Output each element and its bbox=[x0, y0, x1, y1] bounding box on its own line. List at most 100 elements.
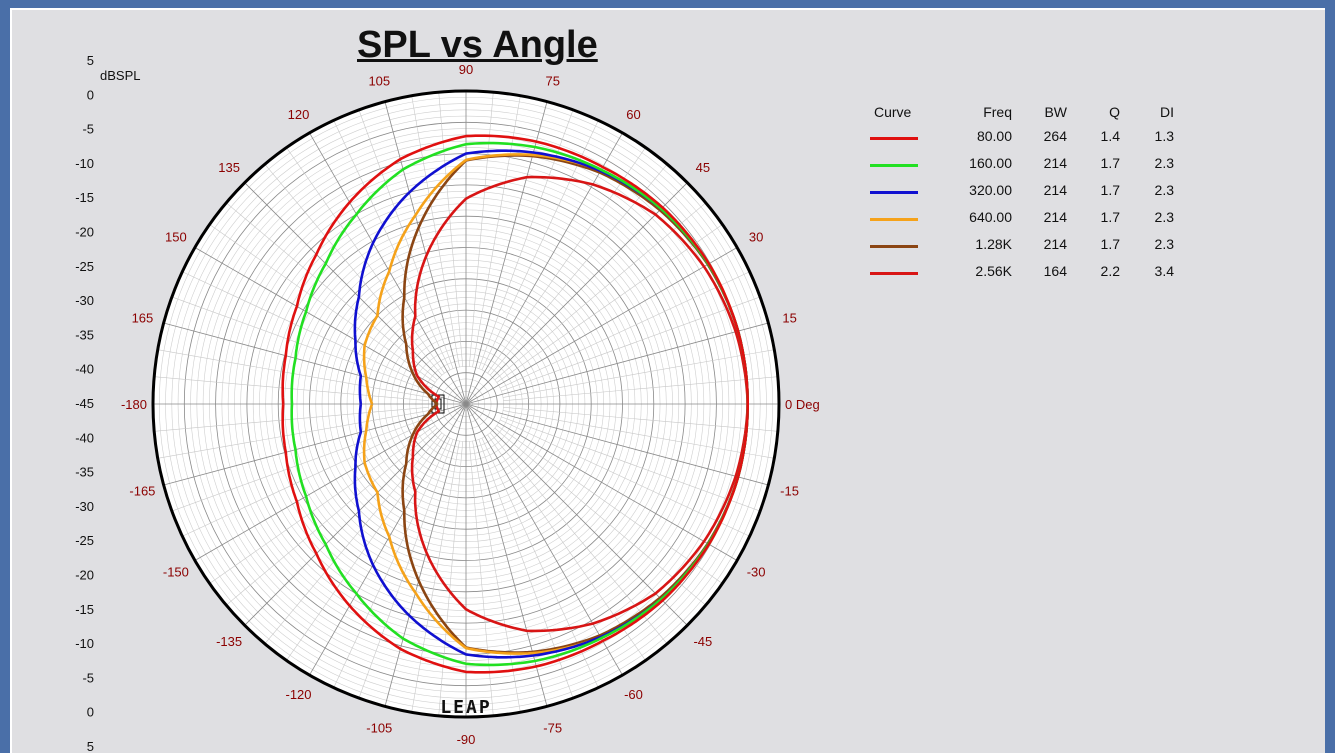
grid-spoke bbox=[309, 132, 467, 405]
grid-spoke bbox=[194, 247, 467, 405]
angle-tick-label: -45 bbox=[693, 634, 712, 649]
r-tick-label: -10 bbox=[75, 156, 94, 171]
r-tick-label: -25 bbox=[75, 259, 94, 274]
legend-freq: 320.00 bbox=[969, 182, 1012, 198]
grid-spoke bbox=[226, 202, 438, 381]
angle-tick-label: 90 bbox=[459, 62, 473, 77]
grid-spoke bbox=[438, 92, 464, 367]
legend-di: 2.3 bbox=[1154, 182, 1174, 198]
angle-tick-label: 75 bbox=[545, 73, 559, 88]
angle-tick-label: -180 bbox=[121, 397, 147, 412]
grid-spoke bbox=[503, 406, 778, 432]
legend-swatch bbox=[870, 218, 918, 221]
legend-header-freq: Freq bbox=[983, 104, 1012, 120]
grid-spoke bbox=[171, 296, 431, 392]
grid-spoke bbox=[244, 403, 467, 626]
grid-spoke bbox=[501, 416, 761, 512]
grid-spoke bbox=[163, 403, 467, 486]
r-tick-label: -20 bbox=[75, 225, 94, 240]
angle-tick-label: -60 bbox=[624, 687, 643, 702]
legend-header-bw: BW bbox=[1044, 104, 1067, 120]
angle-tick-label: 105 bbox=[368, 73, 390, 88]
grid-spoke bbox=[496, 224, 723, 383]
grid-spoke bbox=[489, 432, 668, 644]
grid-spoke bbox=[465, 247, 738, 405]
legend-freq: 2.56K bbox=[975, 263, 1012, 279]
r-tick-label: -15 bbox=[75, 602, 94, 617]
grid-spoke bbox=[465, 132, 623, 405]
legend-header-di: DI bbox=[1160, 104, 1174, 120]
grid-spoke bbox=[499, 419, 750, 537]
r-tick-label: -35 bbox=[75, 465, 94, 480]
grid-spoke bbox=[502, 349, 775, 398]
legend-q: 1.7 bbox=[1100, 236, 1120, 252]
grid-spoke bbox=[226, 427, 438, 606]
grid-spoke bbox=[209, 224, 436, 383]
legend-header-curve: Curve bbox=[874, 104, 912, 120]
legend-swatch bbox=[870, 245, 918, 248]
angle-tick-label: 60 bbox=[626, 107, 640, 122]
legend-di: 2.3 bbox=[1154, 209, 1174, 225]
angle-tick-label: 165 bbox=[132, 310, 154, 325]
grid-spoke bbox=[468, 441, 494, 716]
grid-spoke bbox=[209, 425, 436, 584]
legend-bw: 264 bbox=[1043, 128, 1067, 144]
grid-spoke bbox=[182, 419, 433, 537]
legend-q: 1.7 bbox=[1100, 182, 1120, 198]
legend-freq: 160.00 bbox=[969, 155, 1012, 171]
grid-spoke bbox=[503, 376, 778, 402]
grid-spoke bbox=[465, 403, 623, 676]
angle-tick-label: -150 bbox=[163, 565, 189, 580]
r-tick-label: -40 bbox=[75, 430, 94, 445]
r-tick-label: -15 bbox=[75, 190, 94, 205]
grid-spoke bbox=[489, 164, 668, 376]
angle-tick-label: -135 bbox=[216, 634, 242, 649]
angle-tick-label: -75 bbox=[543, 721, 562, 736]
legend-row: 1.28K 214 1.7 2.3 bbox=[862, 236, 1192, 263]
r-tick-label: -20 bbox=[75, 568, 94, 583]
series-line bbox=[281, 134, 750, 674]
legend-di: 1.3 bbox=[1154, 128, 1174, 144]
angle-tick-label: 15 bbox=[782, 310, 796, 325]
grid-spoke bbox=[465, 403, 688, 626]
grid-spoke bbox=[163, 322, 467, 405]
grid-spoke bbox=[496, 425, 723, 584]
angle-tick-label: -105 bbox=[366, 721, 392, 736]
legend-freq: 80.00 bbox=[976, 128, 1012, 144]
grid-spoke bbox=[333, 120, 451, 371]
grid-spoke bbox=[411, 95, 460, 368]
legend-row: 320.00 214 1.7 2.3 bbox=[862, 182, 1192, 209]
legend-di: 2.3 bbox=[1154, 155, 1174, 171]
legend-q: 1.7 bbox=[1100, 155, 1120, 171]
legend-q: 1.4 bbox=[1100, 128, 1120, 144]
grid-spoke bbox=[472, 95, 521, 368]
angle-tick-label: 135 bbox=[218, 160, 240, 175]
r-tick-label: 0 bbox=[87, 87, 94, 102]
legend-q: 1.7 bbox=[1100, 209, 1120, 225]
angle-tick-label: 45 bbox=[696, 160, 710, 175]
legend-row: 640.00 214 1.7 2.3 bbox=[862, 209, 1192, 236]
legend-swatch bbox=[870, 164, 918, 167]
grid-spoke bbox=[465, 182, 688, 405]
legend-header-q: Q bbox=[1109, 104, 1120, 120]
legend-bw: 214 bbox=[1043, 155, 1067, 171]
angle-tick-label: -30 bbox=[747, 565, 766, 580]
angle-tick-label: 150 bbox=[165, 230, 187, 245]
grid-spoke bbox=[465, 403, 738, 561]
angle-tick-label: 0 Deg bbox=[785, 397, 820, 412]
grid-spoke bbox=[499, 271, 750, 389]
legend-row: 160.00 214 1.7 2.3 bbox=[862, 155, 1192, 182]
legend-row: 2.56K 164 2.2 3.4 bbox=[862, 263, 1192, 290]
r-tick-label: -10 bbox=[75, 636, 94, 651]
grid-spoke bbox=[358, 109, 454, 369]
r-tick-label: -5 bbox=[82, 122, 94, 137]
grid-spoke bbox=[438, 441, 464, 716]
r-tick-label: 5 bbox=[87, 53, 94, 68]
leap-watermark: LEAP bbox=[440, 697, 491, 718]
grid-spoke bbox=[465, 322, 769, 405]
r-tick-label: -35 bbox=[75, 327, 94, 342]
r-tick-label: -5 bbox=[82, 670, 94, 685]
legend-di: 2.3 bbox=[1154, 236, 1174, 252]
grid-spoke bbox=[465, 403, 769, 486]
legend-bw: 214 bbox=[1043, 236, 1067, 252]
